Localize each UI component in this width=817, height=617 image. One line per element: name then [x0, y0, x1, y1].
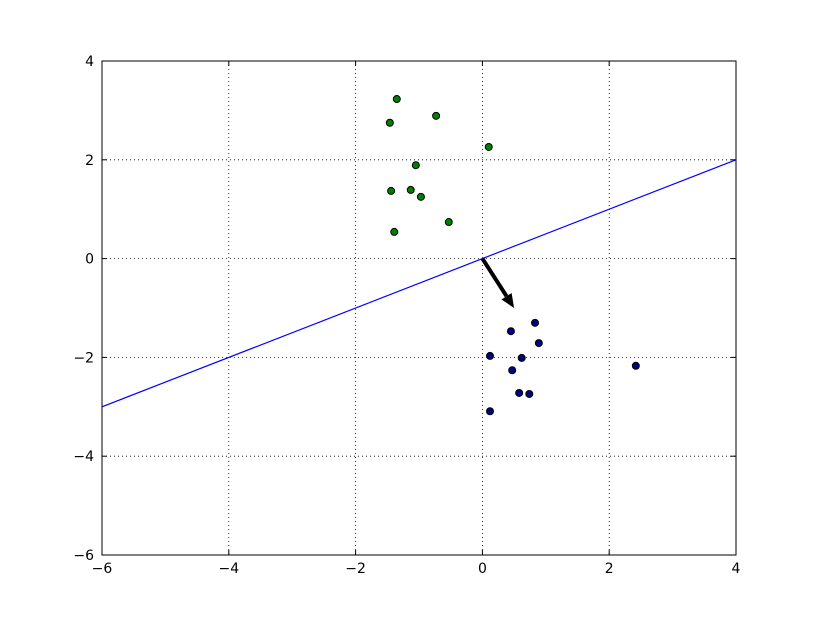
x-tick-label: −4: [218, 561, 239, 577]
scatter-point: [508, 366, 517, 375]
scatter-point: [385, 118, 394, 127]
scatter-point: [534, 339, 543, 348]
scatter-point: [390, 227, 399, 236]
x-tick-label: 2: [605, 561, 614, 577]
scatter-point: [444, 218, 453, 227]
scatter-point: [484, 142, 493, 151]
x-tick-label: −6: [92, 561, 113, 577]
scatter-point: [486, 351, 495, 360]
y-tick-label: 0: [85, 252, 94, 268]
scatter-point: [525, 389, 534, 398]
scatter-point: [506, 327, 515, 336]
arrow: [480, 257, 509, 298]
scatter-point: [486, 407, 495, 416]
y-tick-label: −4: [73, 449, 94, 465]
scatter-point: [432, 111, 441, 120]
scatter-point: [387, 186, 396, 195]
scatter-point: [406, 185, 415, 194]
scatter-point: [416, 192, 425, 201]
y-tick-label: −2: [73, 350, 94, 366]
decision-line: [101, 159, 737, 408]
y-tick-label: 4: [85, 54, 94, 70]
scatter-point: [392, 95, 401, 104]
y-tick-label: −6: [73, 548, 94, 564]
scatter-point: [531, 318, 540, 327]
scatter-point: [411, 161, 420, 170]
scatter-point: [517, 353, 526, 362]
scatter-point: [515, 388, 524, 397]
x-tick-label: 0: [478, 561, 487, 577]
scatter-point: [631, 361, 640, 370]
arrow-head: [501, 292, 515, 308]
x-tick-label: −2: [345, 561, 366, 577]
y-tick-label: 2: [85, 153, 94, 169]
plot-frame: [101, 60, 737, 556]
x-tick-label: 4: [732, 561, 741, 577]
